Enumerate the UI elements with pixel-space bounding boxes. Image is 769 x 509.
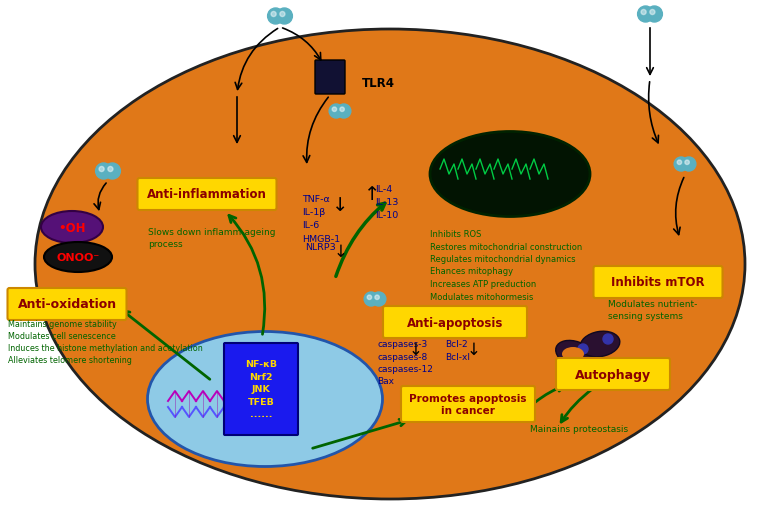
Text: caspases-3
caspases-8
caspases-12
Bax: caspases-3 caspases-8 caspases-12 Bax <box>377 340 433 386</box>
Ellipse shape <box>556 341 594 368</box>
Text: Inhibits ROS
Restores mitochondrial construction
Regulates mitochondrial dynamic: Inhibits ROS Restores mitochondrial cons… <box>430 230 582 301</box>
Text: Promotes apoptosis
in cancer: Promotes apoptosis in cancer <box>409 393 527 415</box>
Text: Modulates nutrient-
sensing systems: Modulates nutrient- sensing systems <box>608 299 697 320</box>
Circle shape <box>638 7 654 23</box>
Circle shape <box>340 108 345 112</box>
FancyBboxPatch shape <box>594 267 723 298</box>
Text: NF-κB
Nrf2
JNK
TFEB
......: NF-κB Nrf2 JNK TFEB ...... <box>245 360 277 419</box>
Text: Slows down inflamm-ageing
process: Slows down inflamm-ageing process <box>148 228 275 248</box>
Circle shape <box>271 12 276 17</box>
Ellipse shape <box>148 332 382 467</box>
FancyBboxPatch shape <box>401 386 535 422</box>
Circle shape <box>674 158 688 172</box>
Circle shape <box>365 293 378 306</box>
Text: TNF-α
IL-1β
IL-6
HMGB-1: TNF-α IL-1β IL-6 HMGB-1 <box>302 194 340 243</box>
FancyBboxPatch shape <box>556 358 670 390</box>
Circle shape <box>95 164 112 180</box>
Text: Bcl-2
Bcl-xl: Bcl-2 Bcl-xl <box>445 340 470 361</box>
Ellipse shape <box>44 242 112 272</box>
FancyBboxPatch shape <box>8 289 126 320</box>
Circle shape <box>280 12 285 17</box>
Ellipse shape <box>430 132 590 217</box>
Circle shape <box>677 161 681 165</box>
Text: IL-4
IL-13
IL-10: IL-4 IL-13 IL-10 <box>375 185 398 220</box>
Text: Mainains proteostasis: Mainains proteostasis <box>530 424 628 433</box>
Text: •OH: •OH <box>58 221 86 234</box>
FancyBboxPatch shape <box>138 179 277 211</box>
Circle shape <box>276 9 292 25</box>
Circle shape <box>578 344 588 354</box>
Ellipse shape <box>41 212 103 243</box>
Ellipse shape <box>562 347 584 361</box>
Text: Anti-inflammation: Anti-inflammation <box>147 188 267 201</box>
FancyBboxPatch shape <box>224 344 298 435</box>
Circle shape <box>682 158 696 172</box>
Circle shape <box>268 9 284 25</box>
Circle shape <box>99 167 104 172</box>
Circle shape <box>603 334 613 344</box>
Text: ↑: ↑ <box>364 185 380 204</box>
Circle shape <box>337 105 351 119</box>
Text: ↓: ↓ <box>409 341 423 358</box>
Circle shape <box>105 164 121 180</box>
Text: NLRP3: NLRP3 <box>305 242 336 251</box>
Text: ↓: ↓ <box>334 242 348 261</box>
Ellipse shape <box>35 30 745 499</box>
FancyBboxPatch shape <box>383 306 527 338</box>
Text: ↓: ↓ <box>467 341 481 358</box>
Text: ↓: ↓ <box>331 195 348 215</box>
Text: Maintains genome stability
Modulates cell senescence
Induces the histone methyla: Maintains genome stability Modulates cel… <box>8 319 203 365</box>
Text: Inhibits mTOR: Inhibits mTOR <box>611 276 705 289</box>
Circle shape <box>108 167 113 172</box>
Circle shape <box>685 161 689 165</box>
Text: Autophagy: Autophagy <box>575 368 651 381</box>
Circle shape <box>375 295 379 300</box>
Ellipse shape <box>580 331 620 357</box>
Circle shape <box>332 108 337 112</box>
FancyBboxPatch shape <box>315 61 345 95</box>
Text: Anti-apoptosis: Anti-apoptosis <box>407 316 503 329</box>
Circle shape <box>650 10 655 16</box>
Circle shape <box>367 295 371 300</box>
Circle shape <box>641 10 646 16</box>
Circle shape <box>647 7 662 23</box>
Text: TLR4: TLR4 <box>362 76 395 89</box>
Text: ONOO⁻: ONOO⁻ <box>56 252 100 263</box>
Circle shape <box>372 293 386 306</box>
Circle shape <box>329 105 343 119</box>
Text: Anti-oxidation: Anti-oxidation <box>18 298 117 311</box>
